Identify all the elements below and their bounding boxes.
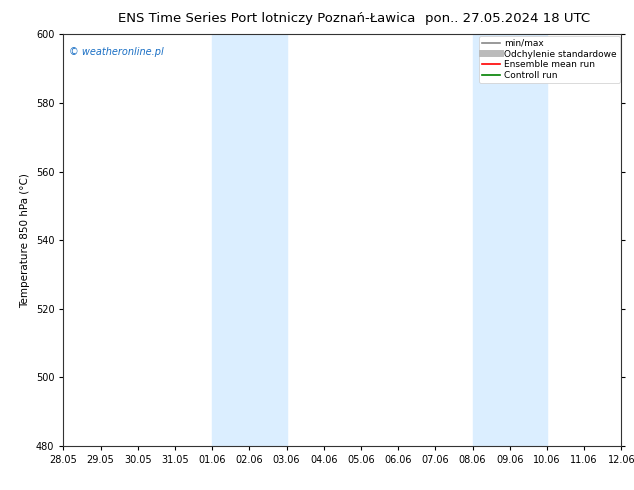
Bar <box>212 34 287 446</box>
Text: © weatheronline.pl: © weatheronline.pl <box>69 47 164 57</box>
Text: ENS Time Series Port lotniczy Poznań-Ławica: ENS Time Series Port lotniczy Poznań-Ław… <box>117 12 415 25</box>
Bar <box>472 34 547 446</box>
Y-axis label: Temperature 850 hPa (°C): Temperature 850 hPa (°C) <box>20 172 30 308</box>
Text: pon.. 27.05.2024 18 UTC: pon.. 27.05.2024 18 UTC <box>425 12 590 25</box>
Legend: min/max, Odchylenie standardowe, Ensemble mean run, Controll run: min/max, Odchylenie standardowe, Ensembl… <box>479 36 619 83</box>
